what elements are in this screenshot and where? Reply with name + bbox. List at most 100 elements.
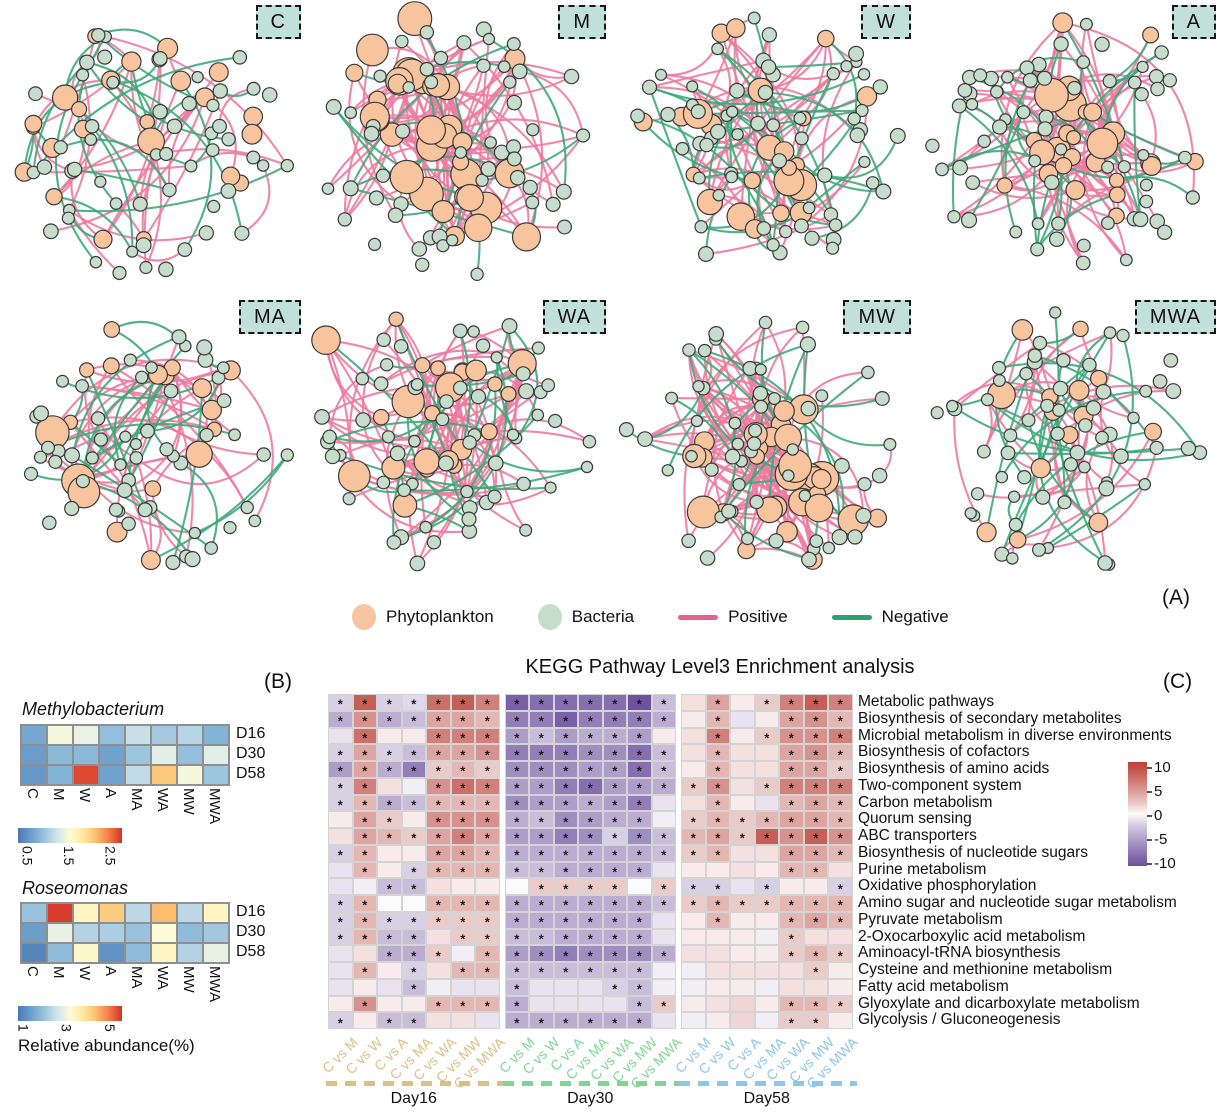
enrichment-cell: * [504,844,529,862]
enrichment-cell [754,911,779,929]
pathway-label: 2-Oxocarboxylic acid metabolism [858,927,1086,945]
positive-edge [328,363,388,437]
heatmap-cell [151,923,177,943]
negative-edge [113,376,143,465]
enrichment-cell [651,978,676,996]
bacteria-node [976,444,991,459]
bacteria-node [1052,403,1066,417]
negative-edge [468,441,588,473]
bacteria-node [152,103,168,120]
phytoplankton-node [1011,319,1034,341]
enrichment-cell: * [779,761,804,778]
enrichment-cell: * [828,694,853,711]
enrichment-cell [730,710,755,728]
enrichment-cell: * [651,995,676,1012]
abundance-colorbar [18,1006,122,1021]
enrichment-cell: * [426,861,451,878]
heatmap-cell [21,943,47,963]
positive-edge [141,96,206,246]
bacteria-node [1028,154,1042,168]
phytoplankton-node [686,495,720,529]
bacteria-node [1085,400,1102,416]
bacteria-node [470,267,484,281]
bacteria-node [280,158,294,173]
enrichment-cell [450,945,475,962]
enrichment-cell [475,878,500,895]
enrichment-cell: * [475,828,500,845]
enrichment-cell [681,911,706,929]
enrichment-cell [377,861,402,879]
bacteria-node [1163,353,1179,368]
enrichment-cell: * [450,710,475,728]
enrichment-cell: * [377,744,402,761]
heatmap-cell [203,725,229,745]
enrichment-cell: * [450,811,475,828]
positive-edge [416,460,450,564]
enrichment-cell [803,878,828,895]
heatmap-cell [21,903,47,923]
heatmap-cell [177,903,203,923]
bacteria-node [53,140,68,155]
bacteria-node [729,82,745,99]
bacteria-node [665,391,679,405]
enrichment-cell: * [705,895,730,912]
enrichment-cell: * [602,777,627,795]
column-label-w: W [76,966,93,981]
colorbar-tick: 1.5 [60,846,77,866]
enrichment-cell [730,962,755,979]
bacteria-node [452,380,468,396]
enrichment-cell [401,727,426,745]
bacteria-node [325,98,342,115]
bacteria-node [337,212,353,227]
enrichment-cell: * [352,911,377,929]
heatmap-cell [99,745,125,765]
enrichment-cell [377,895,402,912]
enrichment-cell: * [754,727,779,744]
enrichment-cell: * [828,744,853,761]
enrichment-cell: * [377,694,402,711]
phytoplankton-node [480,423,498,441]
enrichment-cell: * [529,895,554,912]
phytoplankton-node [430,360,446,377]
bacteria-node [766,238,780,252]
pathway-labels: Metabolic pathways Biosynthesis of second… [858,693,1177,1029]
enrichment-cell: * [450,911,475,929]
heatmap-title-methylobacterium: Methylobacterium [22,699,165,719]
bacteria-node [322,429,337,445]
bacteria-node [1094,36,1110,53]
bacteria-node [1139,384,1153,398]
bacteria-node [1098,480,1115,497]
enrichment-cell: * [529,1012,554,1029]
heatmap-cell [47,923,73,943]
enrichment-cell [779,962,804,979]
enrichment-cell [730,945,755,962]
heatmap-row [21,765,229,785]
bacteria-node [1009,225,1023,239]
enrichment-cell: * [730,811,755,828]
enrichment-cell: * [828,794,853,811]
negative-edge-icon [831,614,872,620]
bacteria-node [456,35,472,51]
bacteria-node [799,336,816,353]
enrichment-cell: * [529,761,554,778]
enrichment-cell: * [578,761,603,778]
bacteria-node [1103,326,1117,340]
phytoplankton-node [743,171,761,190]
enrichment-cell: * [681,811,706,828]
bacteria-node [433,50,449,66]
enrichment-cell: * [352,794,377,811]
enrichment-cell [730,978,755,996]
enrichment-cell [578,995,603,1013]
enrichment-cell [651,861,676,879]
bacteria-node [980,392,995,407]
enrichment-cell: * [578,811,603,828]
enrichment-cell: * [627,828,652,845]
bacteria-node [216,361,230,375]
enrichment-cell: * [828,761,853,778]
enrichment-cell: * [401,761,426,778]
enrichment-cell: * [475,895,500,912]
bacteria-node [475,338,491,353]
bacteria-node [108,502,124,517]
column-label-ma: MA [128,966,145,989]
